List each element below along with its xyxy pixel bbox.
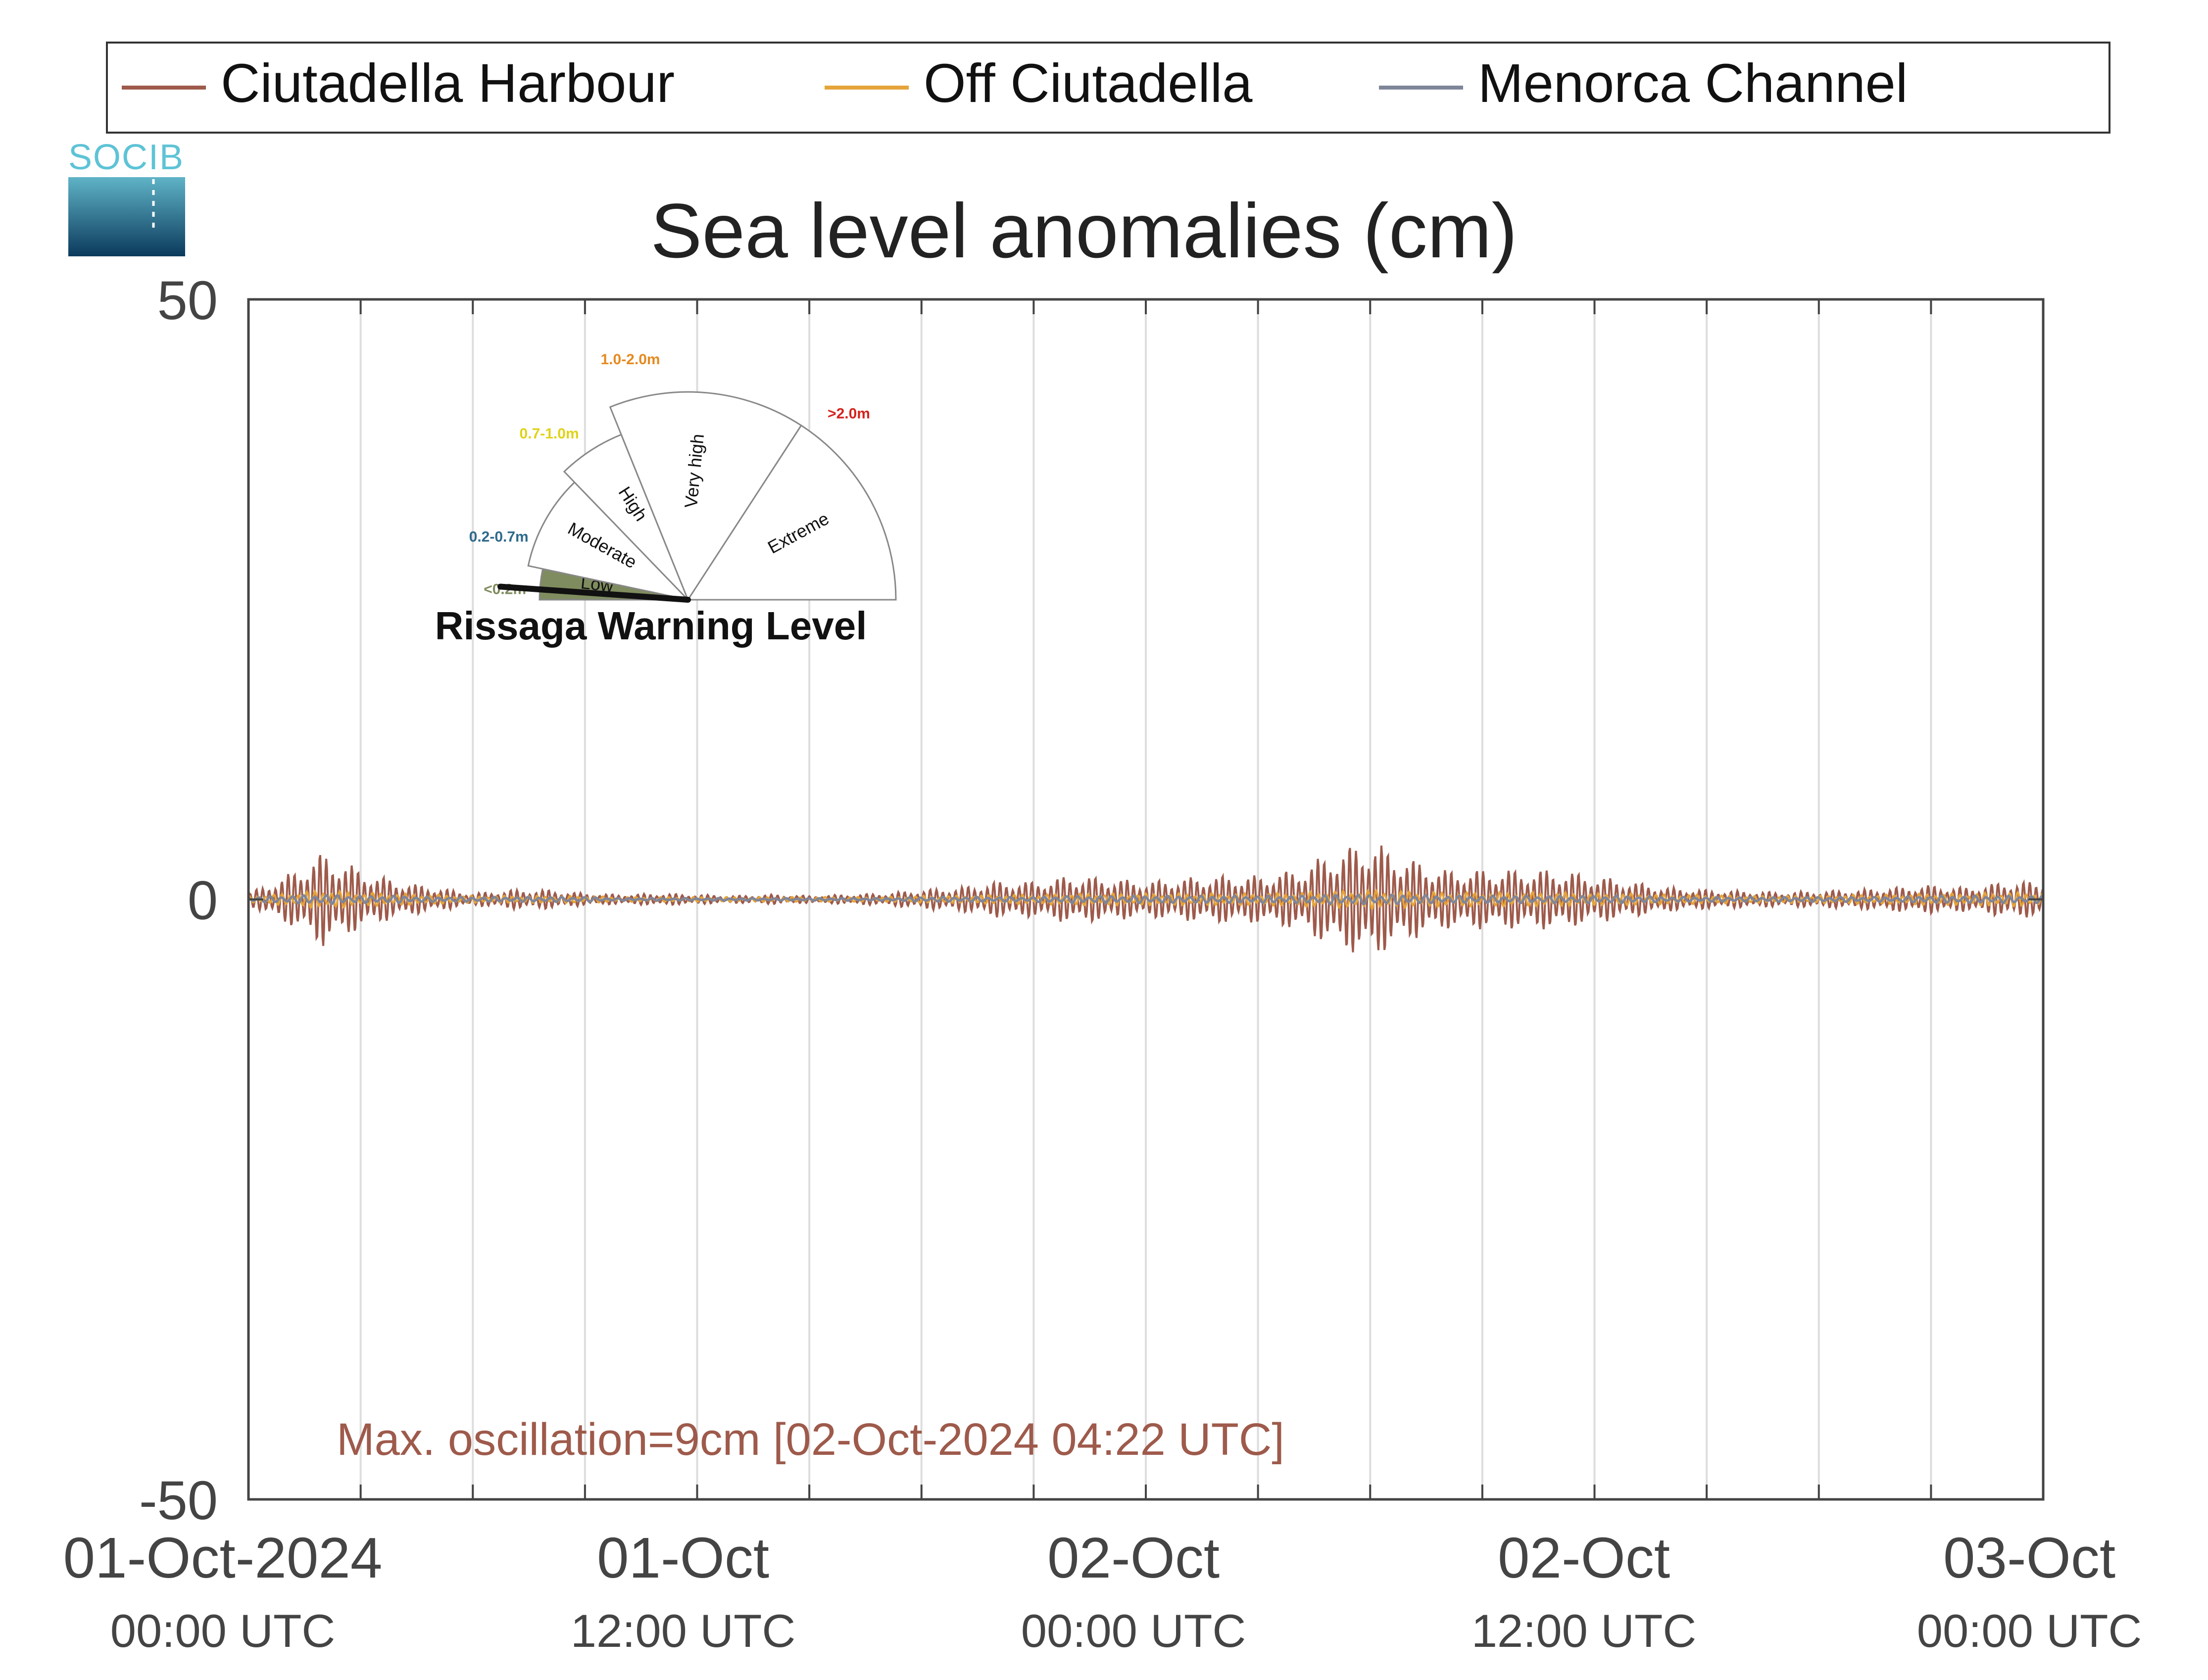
x-tick-time-2: 00:00 UTC — [1021, 1605, 1246, 1657]
x-tick-time-0: 00:00 UTC — [110, 1605, 336, 1657]
x-tick-labels: 01-Oct-2024 00:00 UTC 01-Oct 12:00 UTC 02-Oc… — [63, 1526, 2142, 1657]
gauge-sector-1 — [527, 481, 690, 601]
gauge-needle — [497, 583, 691, 603]
axis-ticks — [247, 298, 2044, 1500]
x-tick-date-0: 01-Oct-2024 — [63, 1526, 383, 1590]
legend-box — [106, 42, 2110, 134]
x-tick-date-4: 03-Oct — [1943, 1526, 2115, 1590]
x-tick-date-3: 02-Oct — [1498, 1526, 1670, 1590]
x-tick-time-1: 12:00 UTC — [571, 1605, 796, 1657]
x-tick-time-4: 00:00 UTC — [1917, 1605, 2142, 1657]
legend-label-1: Off Ciutadella — [924, 53, 1253, 114]
gauge-title: Rissaga Warning Level — [435, 604, 867, 648]
logo-text: SOCIB — [68, 138, 184, 177]
gauge-range-label-4: >2.0m — [828, 405, 870, 422]
legend: Ciutadella Harbour Off Ciutadella Menorca … — [106, 42, 2110, 134]
gauge-range-label-1: 0.2-0.7m — [469, 528, 529, 545]
logo-water — [68, 177, 185, 256]
gauge-sector-4 — [687, 424, 897, 601]
series-line-0 — [247, 845, 2044, 953]
y-tick-label-0: 50 — [157, 270, 218, 331]
gauge-range-label-2: 0.7-1.0m — [520, 426, 579, 442]
series-line-2 — [247, 893, 2044, 906]
max-oscillation-annotation: Max. oscillation=9cm [02-Oct-2024 04:22 … — [337, 1414, 1284, 1465]
rissaga-gauge: Low<0.2mModerate0.2-0.7mHigh0.7-1.0mVery… — [435, 351, 897, 648]
y-tick-labels: 50 0 -50 — [139, 270, 218, 1531]
x-tick-date-1: 01-Oct — [597, 1526, 769, 1590]
legend-label-2: Menorca Channel — [1478, 53, 1908, 114]
x-tick-date-2: 02-Oct — [1047, 1526, 1220, 1590]
x-tick-time-3: 12:00 UTC — [1472, 1605, 1697, 1657]
series-layer — [247, 845, 2044, 953]
chart-title: Sea level anomalies (cm) — [650, 188, 1517, 274]
socib-logo: SOCIB — [68, 138, 185, 256]
gauge-range-label-3: 1.0-2.0m — [600, 351, 660, 368]
y-tick-label-2: -50 — [139, 1470, 218, 1531]
legend-label-0: Ciutadella Harbour — [221, 53, 675, 114]
y-tick-label-1: 0 — [188, 870, 218, 931]
gauge-sector-3 — [609, 391, 802, 602]
gauge-sector-2 — [563, 433, 689, 601]
